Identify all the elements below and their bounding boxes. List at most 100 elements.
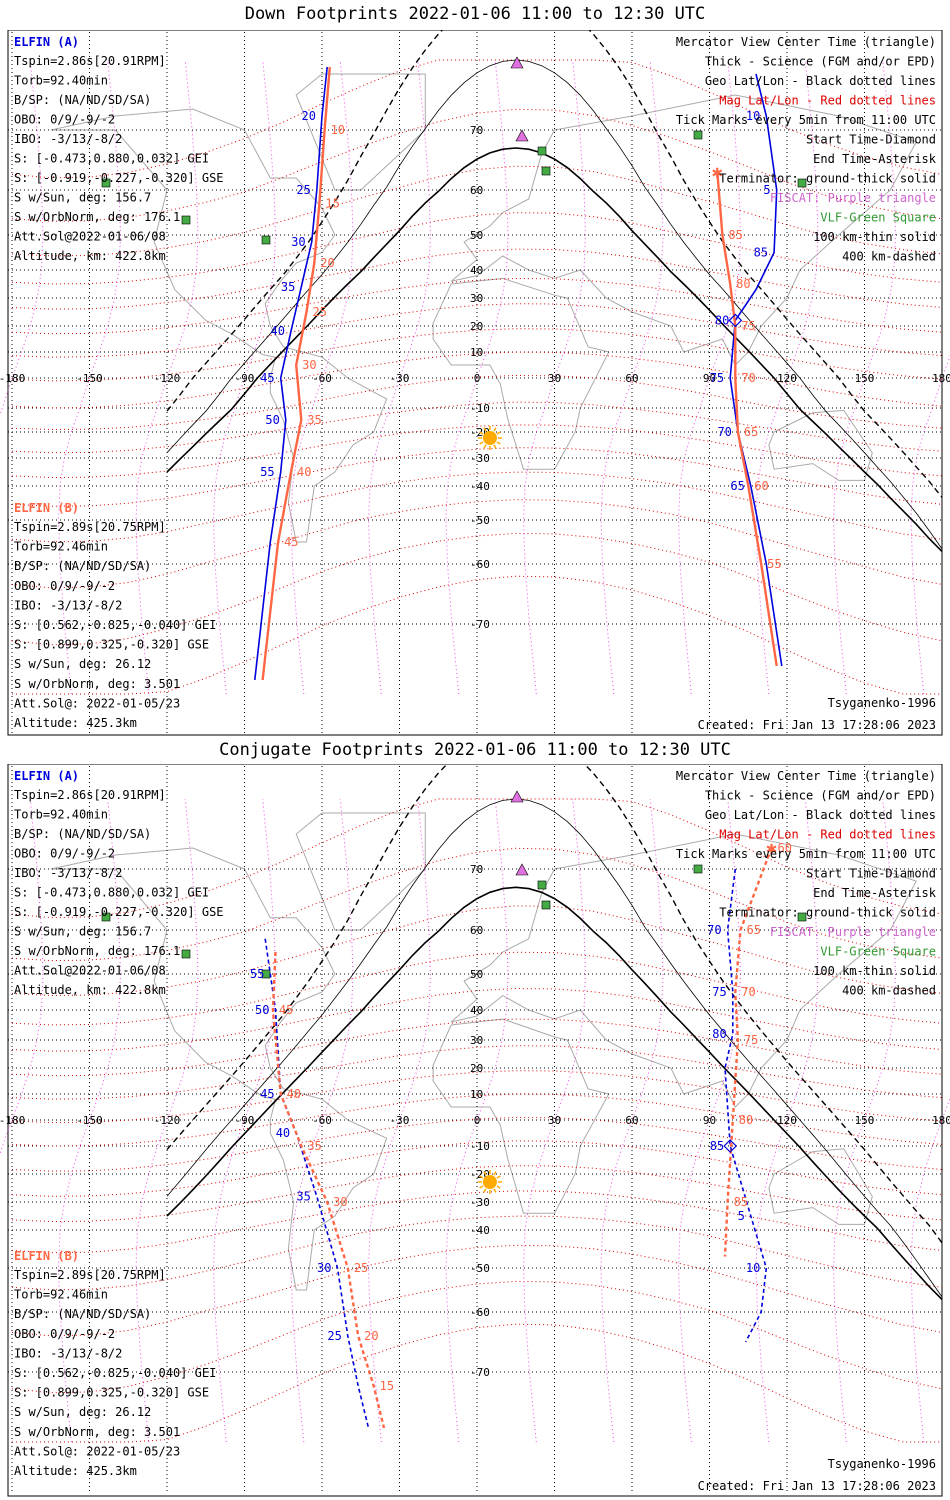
coastline	[768, 409, 873, 481]
terminator-ground	[166, 886, 943, 1300]
vlf-marker	[693, 864, 703, 874]
lon-tick-label: 180	[932, 372, 950, 385]
lon-tick-label: 0	[474, 372, 481, 385]
mag-lat-line	[11, 471, 943, 543]
sun-ray	[483, 1171, 487, 1176]
mag-lat-line	[11, 1093, 943, 1147]
elfin-b-time-label: 35	[307, 413, 321, 427]
elfin-b-time-label: 25	[354, 1261, 368, 1275]
elfin-b-name: ELFIN (B)	[14, 1249, 79, 1263]
model-label: Tsyganenko-1996	[828, 696, 936, 710]
mag-lon-line	[0, 59, 44, 417]
elfin-a-track	[724, 868, 768, 1343]
elfin-b-info-line: Torb=92.46min	[14, 1288, 108, 1302]
map-frame	[7, 30, 943, 736]
lon-tick-label: -60	[312, 1114, 332, 1127]
created-label: Created: Fri Jan 13 17:28:06 2023	[698, 1479, 936, 1493]
vlf-marker	[537, 880, 547, 890]
legend-entry: VLF-Green Square	[820, 211, 936, 225]
elfin-a-info-line: S w/Sun, deg: 156.7	[14, 191, 151, 205]
mag-lon-line	[600, 59, 664, 695]
lon-tick-label: -30	[390, 372, 410, 385]
coastline	[50, 847, 388, 1291]
elfin-a-info-line: Altitude, km: 422.8km	[14, 983, 166, 997]
sun-ray	[493, 444, 497, 449]
vlf-marker	[101, 912, 111, 922]
model-label: Tsyganenko-1996	[828, 1457, 936, 1471]
vlf-marker	[797, 912, 807, 922]
elfin-a-time-label: 55	[260, 465, 274, 479]
elfin-b-time-label: 30	[302, 358, 316, 372]
elfin-b-info-line: S w/Sun, deg: 26.12	[14, 657, 151, 671]
elfin-a-time-label: 70	[717, 425, 731, 439]
legend-entry: Geo Lat/Lon - Black dotted lines	[705, 74, 936, 88]
lat-tick-label: 70	[470, 124, 483, 137]
elfin-a-info-line: Torb=92.40min	[14, 74, 108, 88]
lat-tick-label: 30	[470, 292, 483, 305]
lon-tick-label: 150	[855, 1114, 875, 1127]
elfin-b-time-label: 20	[320, 256, 334, 270]
lat-tick-label: -10	[470, 402, 490, 415]
elfin-a-time-label: 30	[291, 235, 305, 249]
elfin-b-time-label: 60	[778, 841, 792, 855]
mag-lat-line	[11, 1280, 943, 1394]
elfin-a-time-label: 40	[271, 324, 285, 338]
lat-tick-label: 50	[470, 229, 483, 242]
elfin-b-time-label: 75	[741, 319, 755, 333]
lon-tick-label: -150	[76, 1114, 103, 1127]
elfin-a-info-line: OBO: 0/9/-9/-2	[14, 113, 115, 127]
elfin-b-info-line: OBO: 0/9/-9/-2	[14, 579, 115, 593]
lon-tick-label: 30	[548, 372, 561, 385]
sun-ray	[483, 427, 487, 432]
elfin-a-time-label: 85	[710, 1139, 724, 1153]
elfin-a-info-line: Torb=92.40min	[14, 808, 108, 822]
legend-entry: Tick Marks every 5min from 11:00 UTC	[676, 847, 936, 861]
lat-tick-label: 60	[470, 924, 483, 937]
lon-tick-label: -90	[235, 1114, 255, 1127]
elfin-b-info-line: S: [0.562,-0.825,-0.040] GEI	[14, 1366, 216, 1380]
elfin-b-info-line: Tspin=2.89s[20.75RPM]	[14, 1268, 166, 1282]
elfin-b-time-label: 60	[754, 479, 768, 493]
mag-lon-line	[755, 59, 819, 695]
elfin-a-time-label: 10	[746, 1261, 760, 1275]
mag-lat-line	[12, 1323, 942, 1443]
elfin-a-track	[254, 66, 328, 681]
elfin-b-info-line: Att.Sol@: 2022-01-05/23	[14, 696, 180, 710]
lat-tick-label: 70	[470, 863, 483, 876]
legend-entry: 100 km-thin solid	[813, 964, 936, 978]
elfin-a-time-label: 80	[715, 313, 729, 327]
mag-lat-line	[11, 532, 943, 646]
lon-tick-label: 60	[625, 372, 638, 385]
lat-tick-label: -60	[470, 1306, 490, 1319]
elfin-b-time-label: 65	[747, 923, 761, 937]
lon-tick-label: 30	[548, 1114, 561, 1127]
elfin-a-info-line: OBO: 0/9/-9/-2	[14, 847, 115, 861]
legend-entry: VLF-Green Square	[820, 945, 936, 959]
mag-lat-line	[11, 798, 943, 919]
lon-tick-label: 180	[932, 1114, 950, 1127]
elfin-a-time-label: 75	[712, 985, 726, 999]
sun-ray	[496, 1185, 501, 1189]
elfin-a-info-line: S w/Sun, deg: 156.7	[14, 925, 151, 939]
elfin-a-time-label: 35	[296, 1189, 310, 1203]
lon-tick-label: -150	[76, 372, 103, 385]
elfin-b-time-label: 45	[279, 1003, 293, 1017]
sun-ray	[483, 1188, 487, 1193]
legend-entry: Thick - Science (FGM and/or EPD)	[705, 55, 936, 69]
elfin-a-time-label: 75	[710, 371, 724, 385]
elfin-b-time-label: 40	[287, 1087, 301, 1101]
lat-tick-label: 20	[470, 320, 483, 333]
elfin-b-time-label: 70	[741, 985, 755, 999]
elfin-a-time-label: 50	[265, 413, 279, 427]
lat-tick-label: 60	[470, 184, 483, 197]
elfin-b-time-label: 80	[736, 277, 750, 291]
elfin-a-time-label: 5	[763, 183, 770, 197]
elfin-b-time-label: 45	[284, 535, 298, 549]
elfin-a-info-line: S w/OrbNorm, deg: 176.1	[14, 944, 180, 958]
sun-ray	[483, 444, 487, 449]
sun-ray	[496, 441, 501, 445]
mag-lon-line	[832, 59, 897, 695]
elfin-b-time-label: 70	[741, 371, 755, 385]
elfin-b-track	[723, 847, 773, 1257]
elfin-a-time-label: 10	[746, 109, 760, 123]
